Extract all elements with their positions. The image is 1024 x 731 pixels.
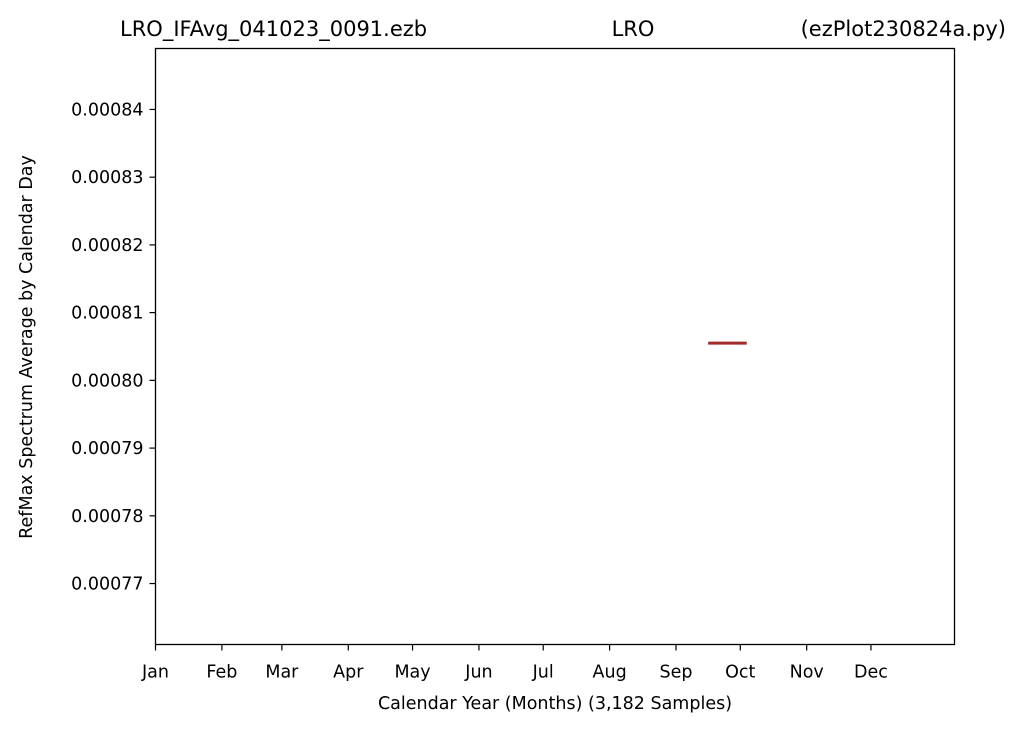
y-tick-label: 0.00080 (71, 371, 143, 391)
x-tick-label: Dec (854, 663, 888, 683)
x-tick-label: Apr (333, 663, 364, 683)
x-tick-label: May (394, 663, 430, 683)
y-tick-label: 0.00078 (71, 507, 143, 527)
x-tick-label: Feb (206, 663, 237, 683)
x-tick-label: Mar (265, 663, 299, 683)
y-tick-label: 0.00081 (71, 304, 143, 324)
x-tick-label: Nov (790, 663, 824, 683)
x-tick-label: Jan (141, 663, 169, 683)
y-tick-label: 0.00079 (71, 439, 143, 459)
chart-title-left: LRO_IFAvg_041023_0091.ezb (120, 17, 427, 42)
x-axis: Jan Feb Mar Apr May Jun Jul Aug Sep Oct Nov Dec (141, 644, 888, 683)
x-tick-label: Oct (725, 663, 755, 683)
plot-frame (154, 47, 956, 646)
y-axis: 0.00077 0.00078 0.00079 0.00080 0.00081 0.000… (71, 100, 156, 595)
plot-area (154, 47, 956, 646)
plot-background (155, 48, 955, 645)
x-tick-label: Sep (660, 663, 693, 683)
y-tick-label: 0.00082 (71, 236, 143, 256)
y-tick-label: 0.00077 (71, 575, 143, 595)
chart-title-center: LRO (612, 17, 655, 41)
y-axis-label: RefMax Spectrum Average by Calendar Day (17, 155, 37, 539)
chart-title-right: (ezPlot230824a.py) (801, 17, 1006, 41)
x-axis-label: Calendar Year (Months) (3,182 Samples) (378, 694, 732, 714)
x-tick-label: Aug (593, 663, 627, 683)
x-tick-label: Jul (532, 663, 554, 683)
y-tick-label: 0.00083 (71, 168, 143, 188)
y-tick-label: 0.00084 (71, 100, 143, 120)
x-tick-label: Jun (464, 663, 492, 683)
